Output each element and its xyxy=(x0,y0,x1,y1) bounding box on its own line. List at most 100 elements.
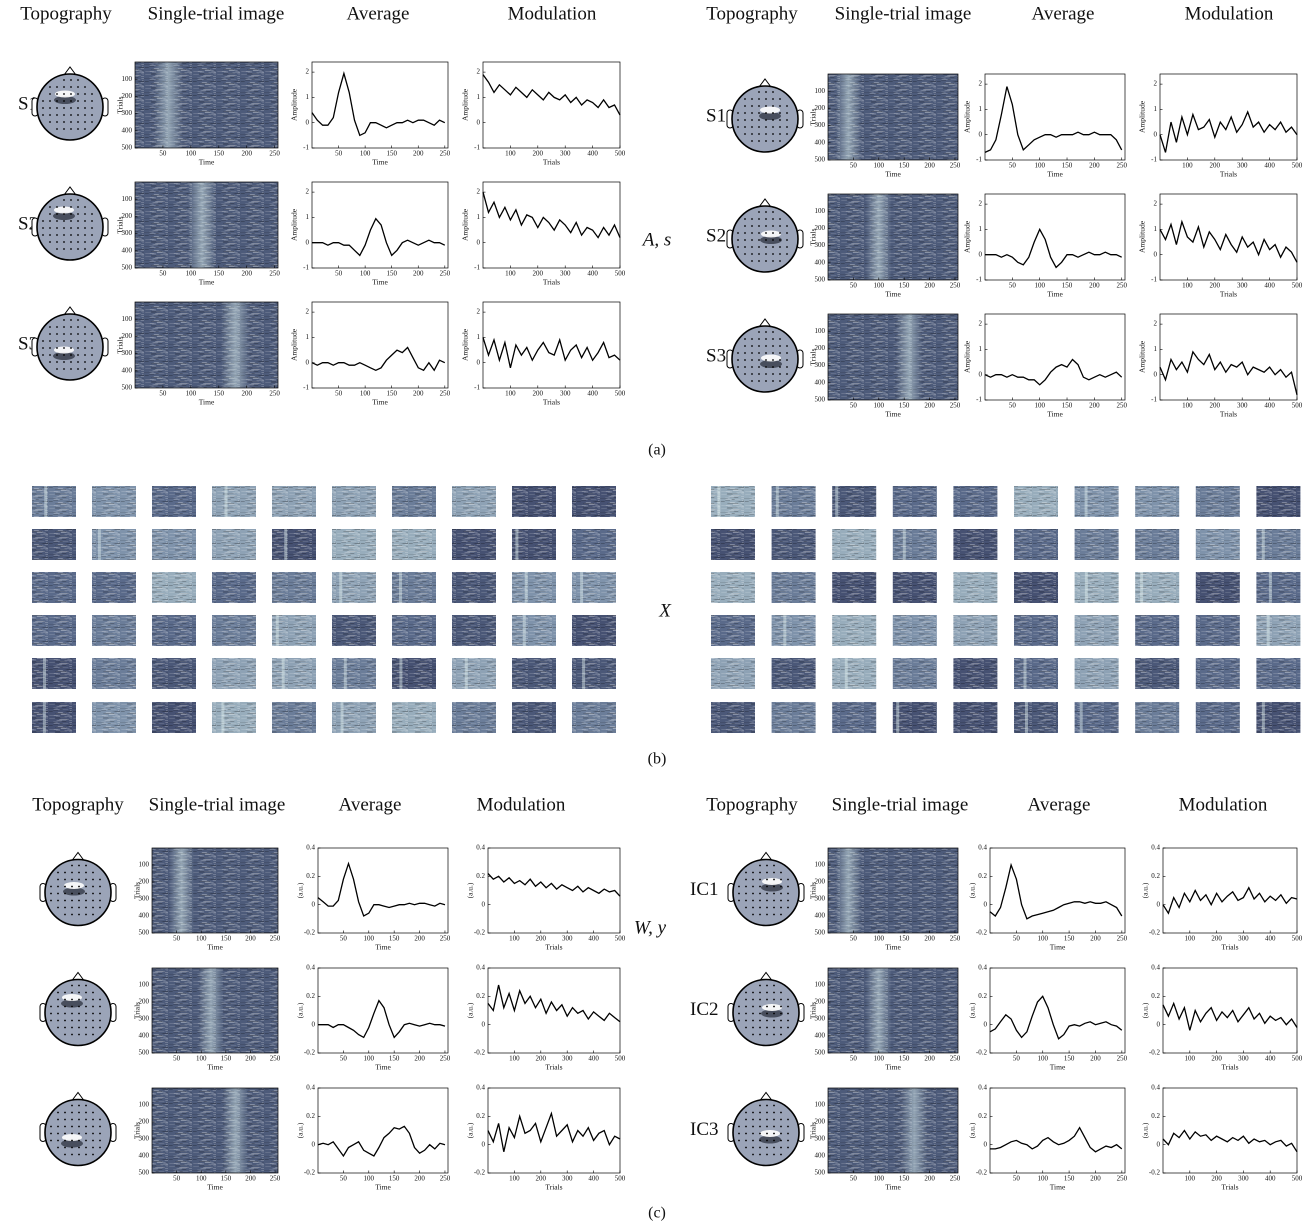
electrode xyxy=(787,1019,789,1022)
x-tick-label: 250 xyxy=(269,150,280,158)
x-axis-label: Trials xyxy=(1220,170,1237,179)
electrode xyxy=(779,133,781,135)
electrode xyxy=(77,121,79,123)
y-tick-label: 0 xyxy=(1154,250,1158,258)
electrode xyxy=(737,352,739,354)
electrode xyxy=(772,98,774,100)
electrode xyxy=(765,239,767,241)
electrode xyxy=(780,892,782,895)
electrode xyxy=(780,1019,782,1022)
electrode xyxy=(64,871,66,874)
tile-noise xyxy=(771,529,816,560)
x-tick-label: 200 xyxy=(1211,1175,1222,1183)
electrode xyxy=(70,248,72,250)
plot-frame xyxy=(317,1087,449,1174)
electrode xyxy=(773,1118,775,1121)
electrode xyxy=(57,1005,59,1008)
tile-noise xyxy=(1256,615,1301,646)
electrode xyxy=(765,91,767,93)
electrode xyxy=(63,107,65,109)
tile-noise xyxy=(832,615,877,646)
electrode xyxy=(70,227,72,229)
electrode xyxy=(42,227,44,229)
heatmap-band xyxy=(135,302,278,388)
electrode xyxy=(49,361,51,363)
electrode xyxy=(758,380,760,382)
blob-dark xyxy=(761,883,783,892)
y-tick-label: 0 xyxy=(477,238,481,246)
tile-noise xyxy=(771,658,816,689)
x-tick-label: 250 xyxy=(1117,1175,1128,1183)
electrode xyxy=(63,199,65,201)
electrode xyxy=(773,991,775,994)
electrode xyxy=(99,1139,101,1142)
tile-band xyxy=(524,572,528,603)
y-tick-label: 1 xyxy=(979,345,983,353)
plot-frame xyxy=(984,193,1126,281)
electrode xyxy=(92,991,94,994)
y-tick-label: 500 xyxy=(815,1169,826,1177)
tile-noise xyxy=(1014,702,1058,733)
electrode xyxy=(57,906,59,909)
electrode xyxy=(738,1019,740,1022)
x-tick-label: 200 xyxy=(241,270,252,278)
electrode xyxy=(84,93,86,95)
y-tick-label: 100 xyxy=(815,207,826,215)
heatmap-band xyxy=(135,62,278,148)
head xyxy=(36,313,104,381)
electrode xyxy=(737,112,739,114)
electrode xyxy=(738,1012,740,1015)
electrode xyxy=(765,218,767,220)
electrode xyxy=(49,333,51,335)
electrode xyxy=(85,1019,87,1022)
tile-band xyxy=(717,486,721,517)
average-curve xyxy=(984,86,1123,153)
electrode xyxy=(752,1033,754,1036)
electrode xyxy=(50,1019,52,1022)
electrode xyxy=(56,114,58,116)
electrode xyxy=(84,340,86,342)
y-axis-label: (a.u.) xyxy=(968,882,977,898)
x-tick-label: 100 xyxy=(196,1055,207,1063)
x-tick-label: 200 xyxy=(413,150,424,158)
tile-noise xyxy=(892,529,937,560)
y-tick-label: 400 xyxy=(139,1032,150,1040)
electrode xyxy=(786,359,788,361)
electrode xyxy=(759,871,761,874)
electrode xyxy=(49,107,51,109)
electrode xyxy=(50,885,52,888)
y-tick-label: 1 xyxy=(477,93,481,101)
x-axis-label: Time xyxy=(207,943,223,952)
tile-noise xyxy=(1135,486,1180,517)
tile-noise xyxy=(452,702,496,733)
electrode xyxy=(49,114,51,116)
electrode xyxy=(752,991,754,994)
electrode xyxy=(56,86,58,88)
electrode xyxy=(744,225,746,227)
x-axis-label: Time xyxy=(375,943,391,952)
x-axis-label: Time xyxy=(885,1183,901,1192)
y-tick-label: 0 xyxy=(482,1140,486,1148)
electrode xyxy=(759,1012,761,1015)
electrode xyxy=(42,234,44,236)
electrode xyxy=(737,119,739,121)
plot-frame xyxy=(827,967,959,1054)
blob-dark xyxy=(61,1139,83,1148)
electrode xyxy=(744,112,746,114)
electrode xyxy=(786,253,788,255)
electrode xyxy=(772,112,774,114)
x-tick-label: 50 xyxy=(173,1175,181,1183)
y-axis-label: Amplitude xyxy=(963,220,972,253)
x-tick-label: 400 xyxy=(1264,282,1275,290)
column-header: Modulation xyxy=(508,3,597,24)
electrode xyxy=(773,1005,775,1008)
electrode xyxy=(57,1012,59,1015)
electrode xyxy=(78,1019,80,1022)
x-tick-label: 400 xyxy=(1265,935,1276,943)
electrode xyxy=(64,991,66,994)
y-tick-label: 0.4 xyxy=(306,964,315,972)
x-tick-label: 150 xyxy=(214,150,225,158)
electrode xyxy=(737,126,739,128)
x-tick-label: 500 xyxy=(615,1175,626,1183)
y-tick-label: 0 xyxy=(477,118,481,126)
